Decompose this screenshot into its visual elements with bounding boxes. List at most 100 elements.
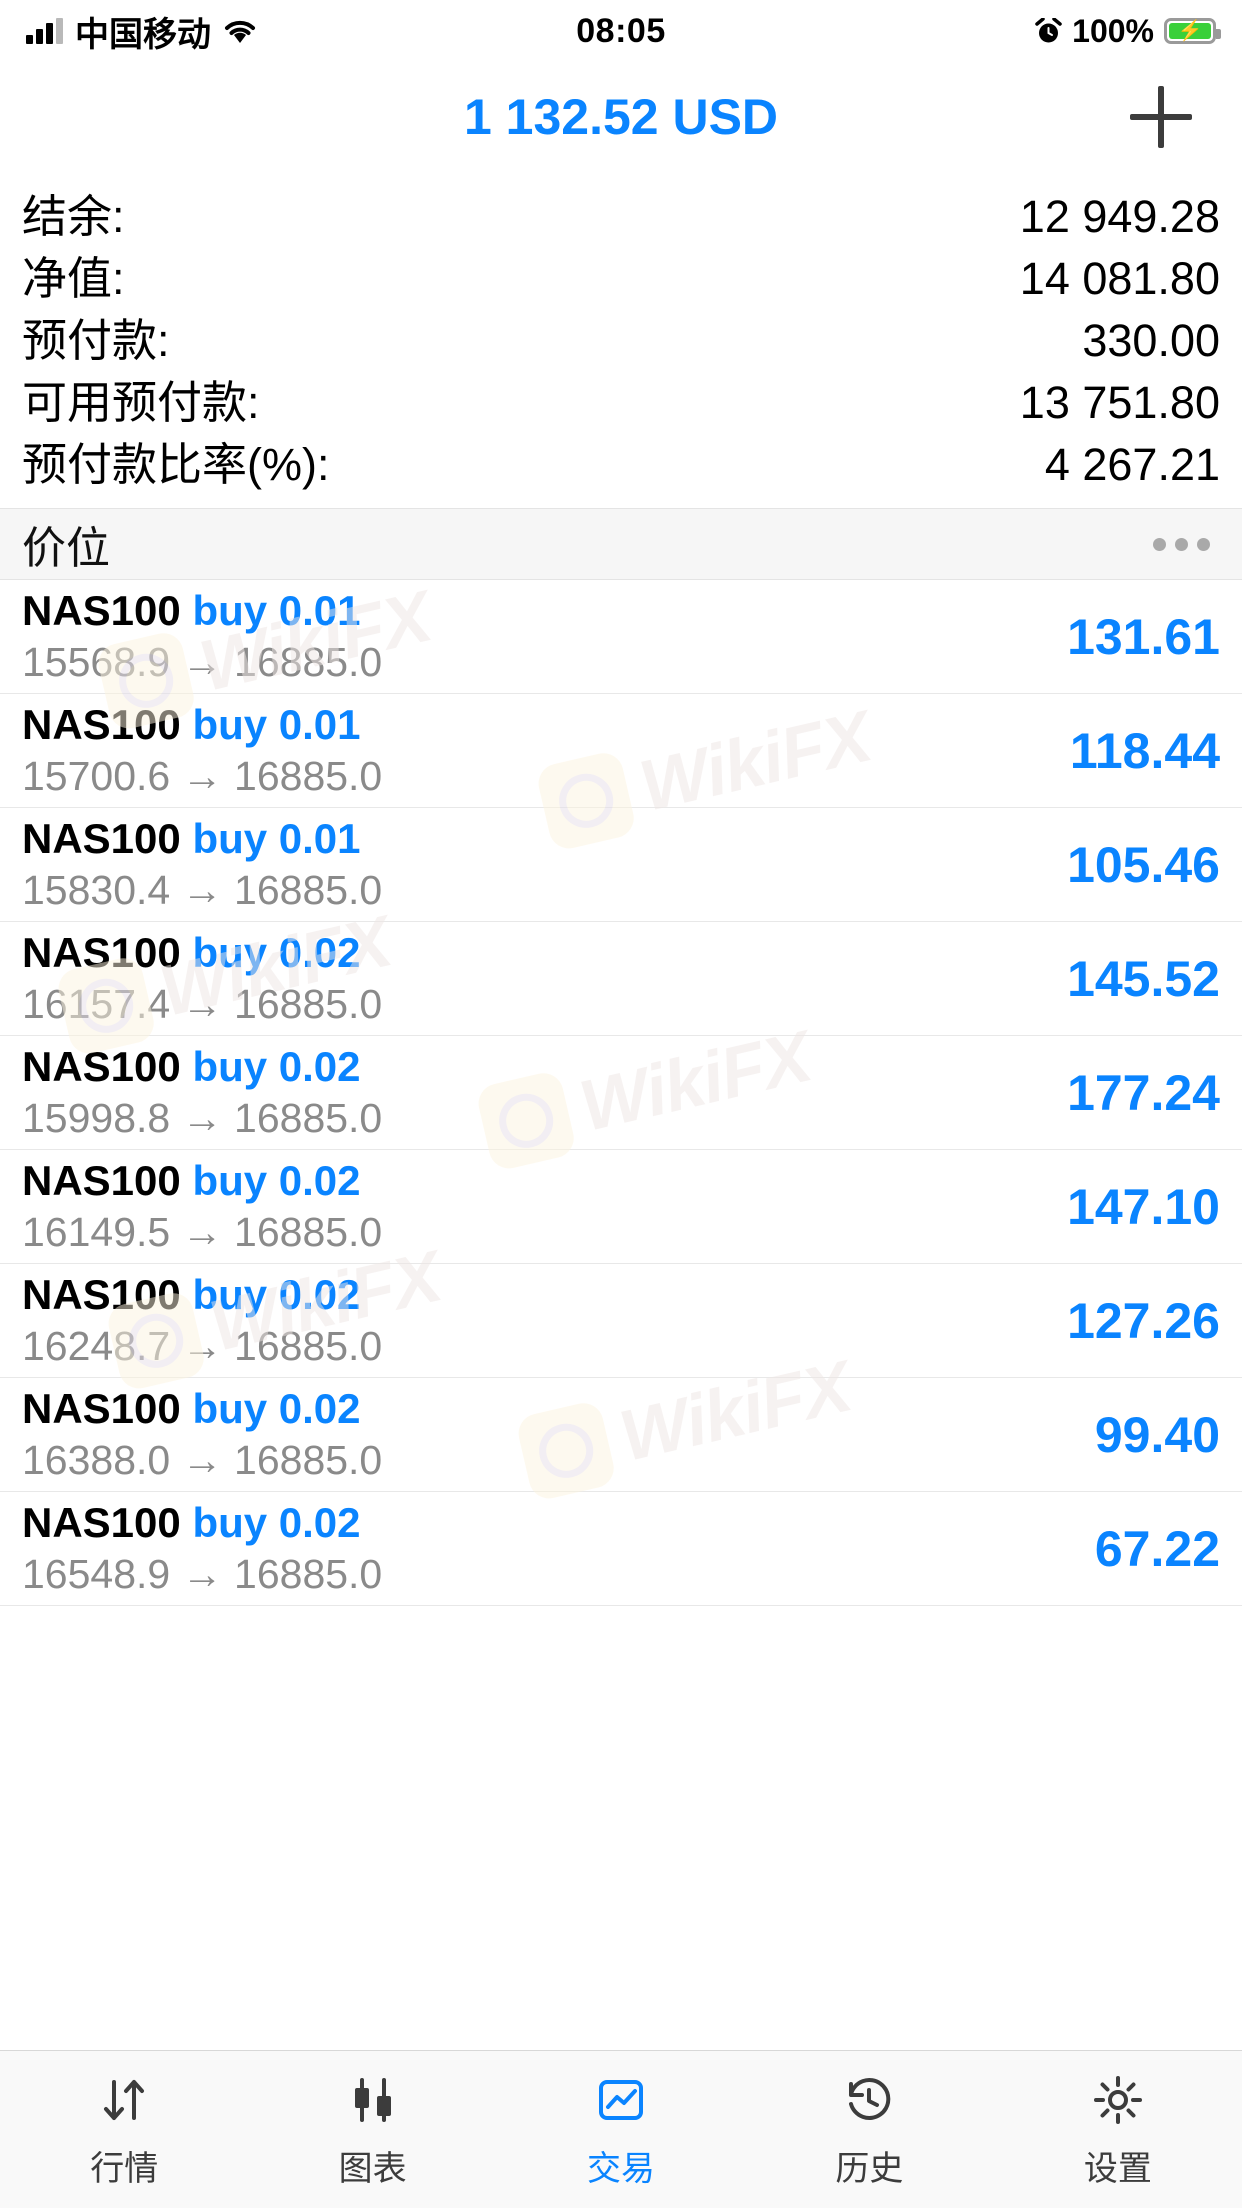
status-bar-clock: 08:05 bbox=[576, 11, 666, 50]
position-profit: 67.22 bbox=[1094, 1520, 1220, 1577]
summary-value: 4 267.21 bbox=[1044, 439, 1220, 490]
arrow-icon: → bbox=[181, 1323, 223, 1369]
positions-list: NAS100 buy 0.01 15568.9 → 16885.0 131.61 NA… bbox=[0, 577, 1242, 1606]
position-info: NAS100 buy 0.02 15998.8 → 16885.0 bbox=[22, 1043, 382, 1142]
summary-row-margin: 预付款: 330.00 bbox=[0, 304, 1242, 366]
summary-label: 净值: bbox=[22, 253, 125, 304]
tab-settings[interactable]: 设置 bbox=[994, 2051, 1242, 2208]
position-symbol: NAS100 bbox=[22, 1271, 181, 1318]
position-side-volume: buy 0.02 bbox=[192, 1385, 361, 1432]
position-prices: 16388.0 → 16885.0 bbox=[22, 1437, 382, 1484]
summary-row-equity: 净值: 14 081.80 bbox=[0, 242, 1242, 304]
arrow-icon: → bbox=[181, 981, 223, 1027]
position-current-price: 16885.0 bbox=[234, 1095, 383, 1141]
arrow-icon: → bbox=[181, 1551, 223, 1597]
position-prices: 16548.9 → 16885.0 bbox=[22, 1551, 382, 1598]
carrier-label: 中国移动 bbox=[75, 15, 211, 54]
arrow-icon: → bbox=[181, 1437, 223, 1483]
status-bar-right: 100% ⚡ bbox=[1035, 12, 1221, 50]
position-current-price: 16885.0 bbox=[234, 867, 383, 913]
position-row[interactable]: NAS100 buy 0.02 16157.4 → 16885.0 145.52 bbox=[0, 922, 1242, 1036]
tab-history[interactable]: 历史 bbox=[745, 2051, 993, 2208]
position-prices: 16248.7 → 16885.0 bbox=[22, 1323, 382, 1370]
position-row[interactable]: NAS100 buy 0.02 16388.0 → 16885.0 99.40 bbox=[0, 1378, 1242, 1492]
position-open-price: 16548.9 bbox=[22, 1551, 171, 1597]
position-symbol-side: NAS100 buy 0.02 bbox=[22, 1157, 382, 1205]
position-profit: 127.26 bbox=[1067, 1292, 1220, 1349]
position-open-price: 16388.0 bbox=[22, 1437, 171, 1483]
position-symbol: NAS100 bbox=[22, 1385, 181, 1432]
position-info: NAS100 buy 0.02 16248.7 → 16885.0 bbox=[22, 1271, 382, 1370]
summary-label: 可用预付款: bbox=[22, 377, 260, 428]
position-row[interactable]: NAS100 buy 0.02 16548.9 → 16885.0 67.22 bbox=[0, 1492, 1242, 1606]
position-open-price: 15998.8 bbox=[22, 1095, 171, 1141]
position-current-price: 16885.0 bbox=[234, 1437, 383, 1483]
position-symbol: NAS100 bbox=[22, 929, 181, 976]
tab-label: 历史 bbox=[835, 2150, 904, 2188]
position-open-price: 16157.4 bbox=[22, 981, 171, 1027]
position-side-volume: buy 0.01 bbox=[192, 587, 361, 634]
battery-percent-label: 100% bbox=[1072, 12, 1154, 49]
position-row[interactable]: NAS100 buy 0.02 15998.8 → 16885.0 177.24 bbox=[0, 1036, 1242, 1150]
position-side-volume: buy 0.01 bbox=[192, 815, 361, 862]
position-symbol-side: NAS100 buy 0.02 bbox=[22, 1043, 382, 1091]
summary-row-free-margin: 可用预付款: 13 751.80 bbox=[0, 366, 1242, 428]
add-order-button[interactable] bbox=[1130, 86, 1192, 148]
position-current-price: 16885.0 bbox=[234, 981, 383, 1027]
position-side-volume: buy 0.02 bbox=[192, 1157, 361, 1204]
position-symbol: NAS100 bbox=[22, 701, 181, 748]
position-symbol-side: NAS100 buy 0.01 bbox=[22, 701, 382, 749]
settings-gear-icon bbox=[1090, 2069, 1146, 2131]
battery-charging-icon: ⚡ bbox=[1164, 18, 1221, 44]
position-profit: 118.44 bbox=[1069, 722, 1220, 779]
tab-label: 图表 bbox=[338, 2150, 407, 2188]
position-symbol: NAS100 bbox=[22, 587, 181, 634]
position-open-price: 15568.9 bbox=[22, 639, 171, 685]
more-options-icon[interactable] bbox=[1143, 528, 1220, 561]
positions-section-header: 价位 bbox=[0, 508, 1242, 580]
position-row[interactable]: NAS100 buy 0.01 15830.4 → 16885.0 105.46 bbox=[0, 808, 1242, 922]
position-side-volume: buy 0.01 bbox=[192, 701, 361, 748]
position-info: NAS100 buy 0.01 15700.6 → 16885.0 bbox=[22, 701, 382, 800]
tab-charts[interactable]: 图表 bbox=[248, 2051, 496, 2208]
summary-value: 330.00 bbox=[1082, 315, 1220, 366]
arrow-icon: → bbox=[181, 639, 223, 685]
position-prices: 15568.9 → 16885.0 bbox=[22, 639, 382, 686]
wifi-icon bbox=[223, 18, 257, 44]
position-row[interactable]: NAS100 buy 0.02 16149.5 → 16885.0 147.10 bbox=[0, 1150, 1242, 1264]
status-bar-left: 中国移动 bbox=[26, 7, 257, 56]
position-info: NAS100 buy 0.02 16548.9 → 16885.0 bbox=[22, 1499, 382, 1598]
position-open-price: 16149.5 bbox=[22, 1209, 171, 1255]
position-info: NAS100 buy 0.02 16157.4 → 16885.0 bbox=[22, 929, 382, 1028]
tab-label: 行情 bbox=[90, 2150, 159, 2188]
position-symbol-side: NAS100 buy 0.01 bbox=[22, 815, 382, 863]
tab-label: 交易 bbox=[587, 2150, 656, 2188]
position-symbol-side: NAS100 buy 0.02 bbox=[22, 1499, 382, 1547]
position-info: NAS100 buy 0.02 16149.5 → 16885.0 bbox=[22, 1157, 382, 1256]
arrow-icon: → bbox=[181, 1209, 223, 1255]
position-current-price: 16885.0 bbox=[234, 1323, 383, 1369]
candlestick-chart-icon bbox=[345, 2069, 401, 2131]
tab-trade[interactable]: 交易 bbox=[497, 2051, 745, 2208]
position-row[interactable]: NAS100 buy 0.02 16248.7 → 16885.0 127.26 bbox=[0, 1264, 1242, 1378]
position-row[interactable]: NAS100 buy 0.01 15568.9 → 16885.0 131.61 bbox=[0, 580, 1242, 694]
position-current-price: 16885.0 bbox=[234, 1551, 383, 1597]
tab-quotes[interactable]: 行情 bbox=[0, 2051, 248, 2208]
position-profit: 145.52 bbox=[1067, 950, 1220, 1007]
summary-label: 预付款比率(%): bbox=[22, 439, 330, 490]
account-summary: 结余: 12 949.28 净值: 14 081.80 预付款: 330.00 … bbox=[0, 172, 1242, 508]
position-profit: 105.46 bbox=[1067, 836, 1220, 893]
position-symbol: NAS100 bbox=[22, 1043, 181, 1090]
arrow-icon: → bbox=[181, 1095, 223, 1141]
position-row[interactable]: NAS100 buy 0.01 15700.6 → 16885.0 118.44 bbox=[0, 694, 1242, 808]
position-side-volume: buy 0.02 bbox=[192, 1499, 361, 1546]
arrow-icon: → bbox=[181, 867, 223, 913]
position-open-price: 16248.7 bbox=[22, 1323, 171, 1369]
position-current-price: 16885.0 bbox=[234, 753, 383, 799]
position-prices: 15998.8 → 16885.0 bbox=[22, 1095, 382, 1142]
position-current-price: 16885.0 bbox=[234, 639, 383, 685]
summary-row-margin-level: 预付款比率(%): 4 267.21 bbox=[0, 428, 1242, 490]
summary-value: 14 081.80 bbox=[1019, 253, 1220, 304]
position-profit: 147.10 bbox=[1067, 1178, 1220, 1235]
position-side-volume: buy 0.02 bbox=[192, 1043, 361, 1090]
